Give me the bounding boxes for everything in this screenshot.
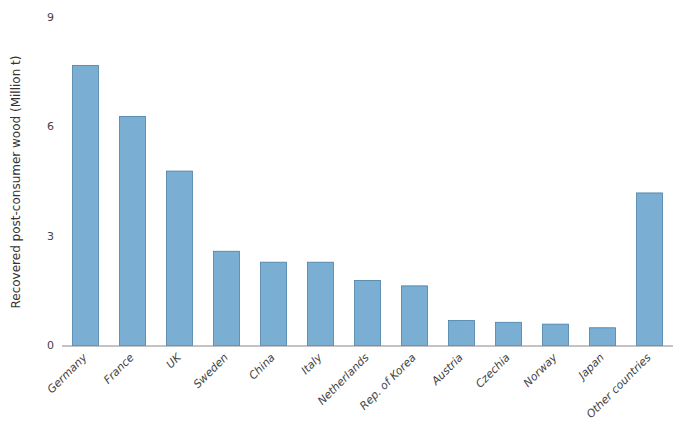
- chart: 0 3 6 9 Recovered post-consumer wood (Millio…: [0, 0, 685, 442]
- bar: [167, 171, 193, 346]
- x-tick-label: Germany: [45, 351, 90, 396]
- x-tick-label: Italy: [299, 351, 325, 377]
- bar: [261, 262, 287, 346]
- bar: [496, 322, 522, 346]
- bar: [543, 324, 569, 346]
- chart-container: 0 3 6 9 Recovered post-consumer wood (Millio…: [0, 0, 685, 442]
- x-tick-label: Czechia: [473, 351, 513, 391]
- x-tick-label: Rep. of Korea: [357, 351, 419, 413]
- x-tick-label: Norway: [521, 351, 560, 390]
- x-axis: GermanyFranceUKSwedenChinaItalyNetherlan…: [45, 350, 654, 420]
- bar: [449, 320, 475, 346]
- y-tick-label: 0: [47, 339, 54, 352]
- y-tick-label: 3: [47, 230, 54, 243]
- bar: [214, 251, 240, 346]
- y-axis-label: Recovered post-consumer wood (Million t): [9, 55, 23, 308]
- bar: [402, 286, 428, 346]
- y-tick-label: 9: [47, 11, 54, 24]
- x-tick-label: Sweden: [191, 351, 231, 391]
- bar: [590, 328, 616, 346]
- bar: [120, 116, 146, 346]
- x-tick-label: China: [246, 351, 278, 383]
- x-tick-label: France: [101, 351, 137, 387]
- bar: [73, 65, 99, 346]
- bars: [73, 65, 663, 346]
- bar: [355, 280, 381, 346]
- bar: [637, 193, 663, 346]
- x-tick-label: UK: [164, 350, 185, 371]
- x-tick-label: Japan: [574, 351, 606, 383]
- x-tick-label: Austria: [428, 351, 466, 389]
- x-tick-label: Other countries: [584, 351, 654, 421]
- y-axis: 0 3 6 9: [47, 11, 54, 352]
- y-tick-label: 6: [47, 120, 54, 133]
- x-axis-line: [62, 346, 673, 347]
- bar: [308, 262, 334, 346]
